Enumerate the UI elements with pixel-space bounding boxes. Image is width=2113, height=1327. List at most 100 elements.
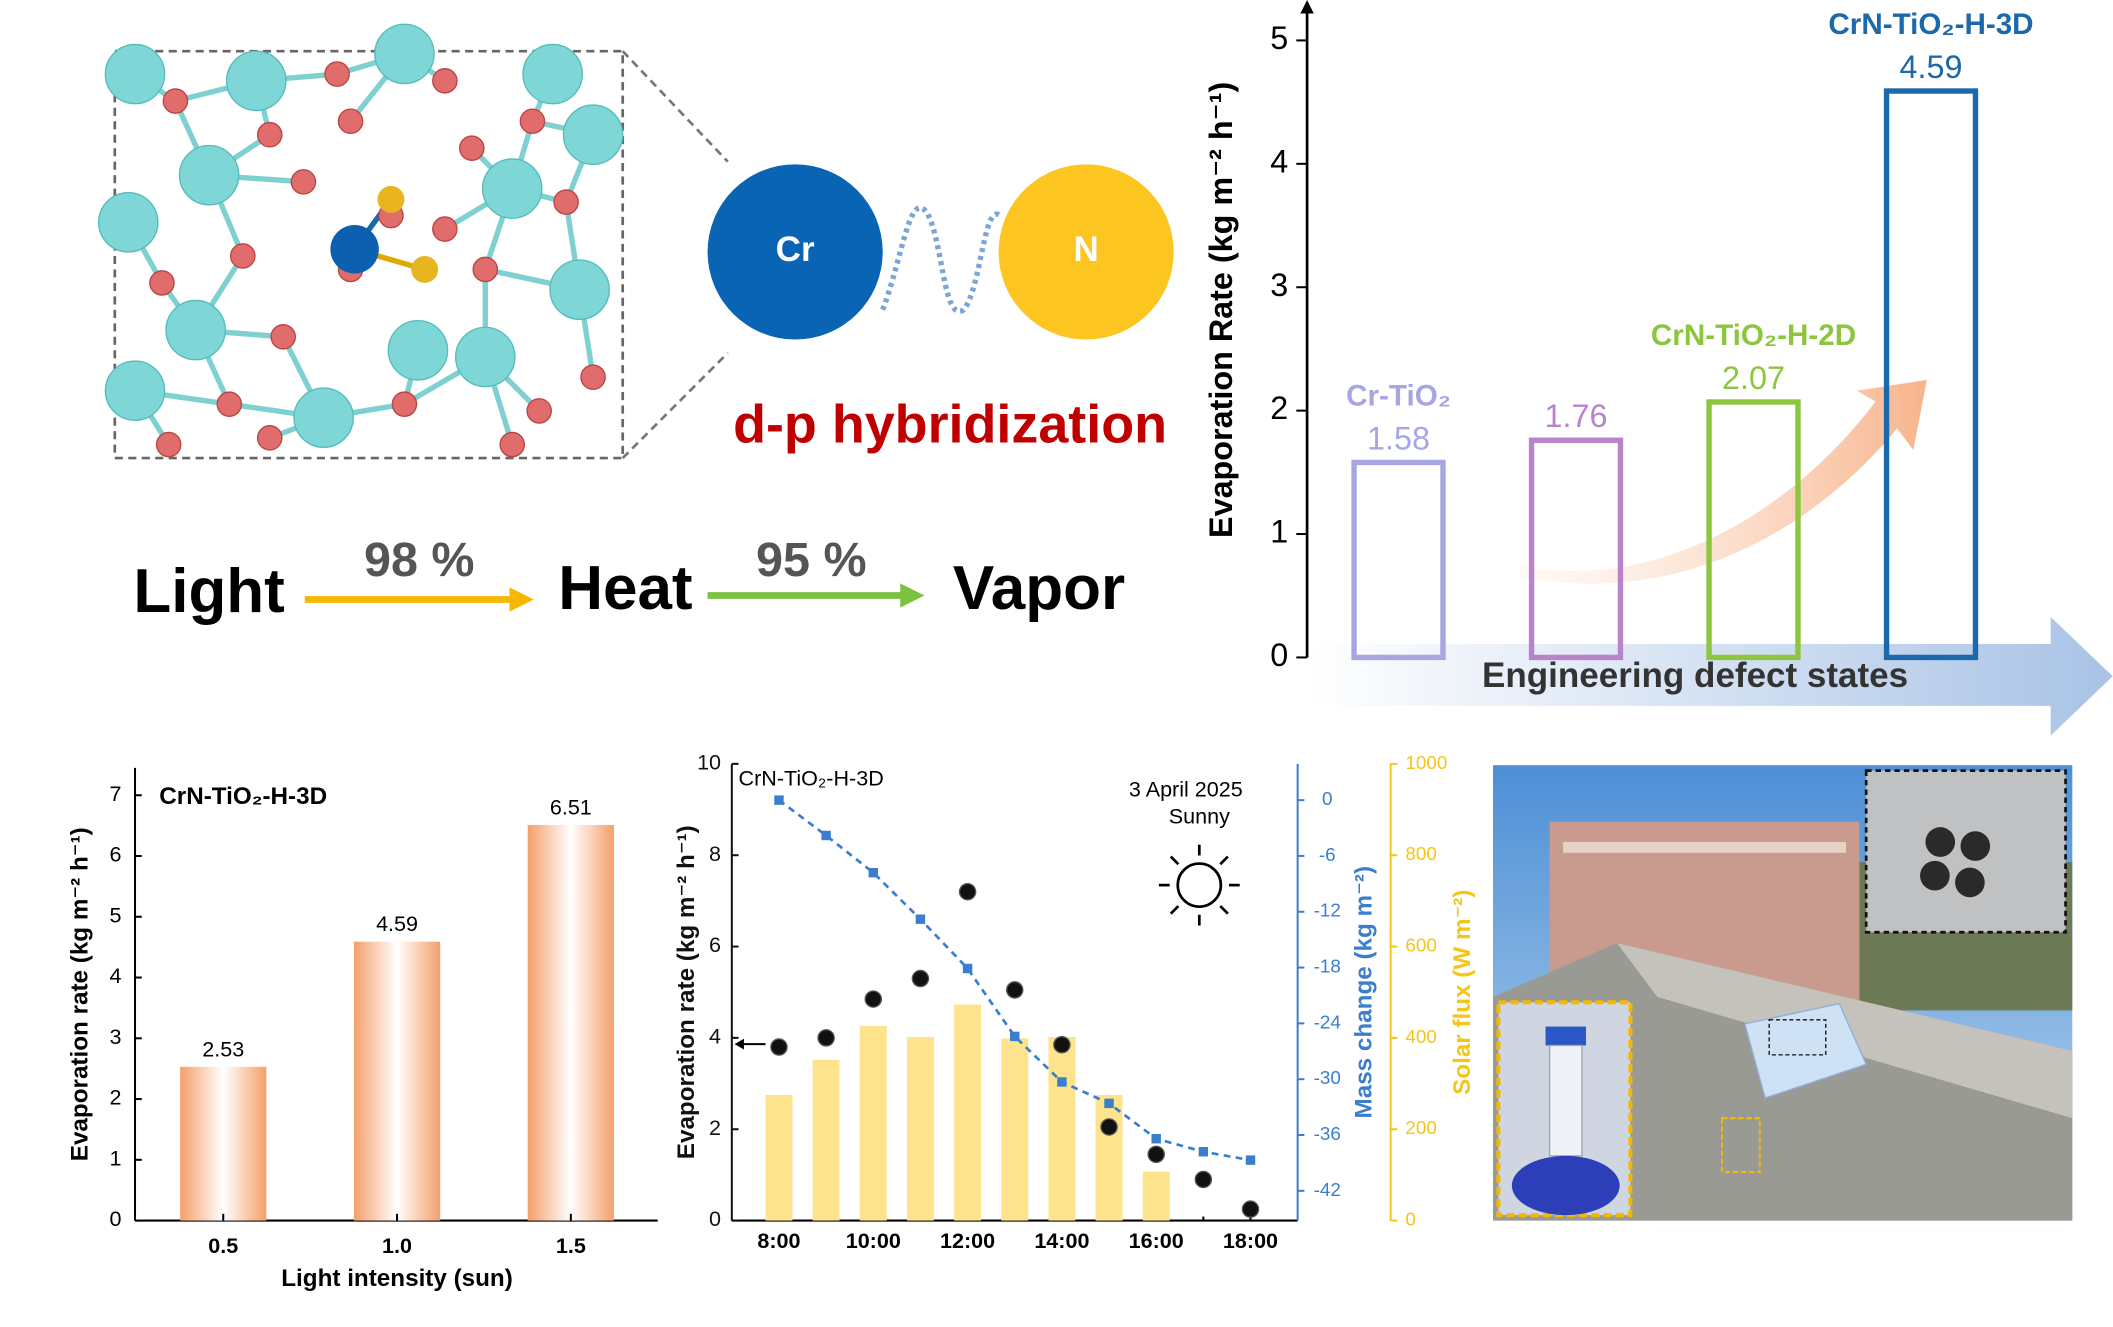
bar <box>527 825 614 1221</box>
ti-atom <box>104 360 166 422</box>
x-tick-label: 8:00 <box>757 1228 800 1253</box>
bar <box>954 1004 982 1221</box>
y-tick-label: 0 <box>110 1206 122 1231</box>
x-tick-label: 12:00 <box>940 1228 995 1253</box>
zoom-line <box>621 352 729 460</box>
o-atom <box>432 68 458 94</box>
n-atom <box>377 185 405 213</box>
caption: d-p hybridization <box>733 395 1167 455</box>
sun-icon <box>1176 862 1223 909</box>
ti-atom <box>374 23 435 85</box>
flow-arrow-head <box>509 587 534 612</box>
line <box>778 799 1251 1162</box>
scatter-point <box>958 882 977 901</box>
bar <box>1095 1094 1123 1221</box>
orbital-wave <box>880 205 1002 315</box>
o-atom <box>432 216 458 242</box>
scatter-point <box>1194 1170 1213 1189</box>
y2-axis-label: Mass change (kg m⁻²) <box>1350 866 1377 1119</box>
x-tick-label: 16:00 <box>1129 1228 1184 1253</box>
scatter-point <box>1100 1118 1118 1136</box>
o-atom <box>580 364 606 391</box>
cr-atom <box>707 164 883 340</box>
y-tick-label: 3 <box>110 1024 122 1049</box>
y-tick-label: 4 <box>1270 143 1288 179</box>
o-atom <box>459 135 485 161</box>
o-atom <box>519 108 546 135</box>
efficiency: 95 % <box>756 533 867 587</box>
scatter-point <box>1005 981 1024 999</box>
category-label: CrN-TiO₂-H-2D <box>1651 319 1856 352</box>
y-tick-label: 7 <box>110 781 122 806</box>
x-tick-label: 14:00 <box>1034 1228 1089 1253</box>
y2-tick-label: -42 <box>1314 1179 1341 1200</box>
atom-label: Cr <box>776 230 815 269</box>
o-atom <box>290 169 317 195</box>
x-tick-label: 18:00 <box>1223 1228 1278 1253</box>
photo-highlight <box>1768 1019 1827 1056</box>
x-tick-label: 1.0 <box>382 1233 412 1258</box>
y3-tick-label: 0 <box>1405 1209 1416 1230</box>
ti-atom <box>387 319 449 381</box>
line-marker <box>1104 1098 1114 1109</box>
value-label: 2.53 <box>202 1036 244 1061</box>
line-marker <box>1245 1155 1256 1165</box>
value-label: 6.51 <box>550 795 592 820</box>
y2-tick-label: 0 <box>1322 788 1333 809</box>
line-marker <box>1010 1031 1020 1042</box>
flow-step: Heat <box>558 554 692 623</box>
x-tick-label: 1.5 <box>556 1233 586 1258</box>
ti-atom <box>481 158 543 219</box>
photo <box>1492 765 2073 1221</box>
bar <box>1048 1036 1076 1221</box>
o-atom <box>155 431 182 458</box>
bar <box>1351 459 1446 661</box>
scatter-point <box>770 1038 788 1056</box>
o-atom <box>337 108 364 135</box>
axis-pointer-head <box>734 1038 744 1050</box>
y-axis-label: Evaporation Rate (kg m⁻² h⁻¹) <box>1203 82 1239 538</box>
scatter-point <box>864 990 883 1008</box>
y-tick-label: 5 <box>110 902 122 927</box>
y-tick-label: 8 <box>709 841 721 866</box>
cr-atom <box>330 224 379 274</box>
flow-arrow-head <box>900 583 925 608</box>
scatter-point <box>1241 1200 1260 1218</box>
o-atom <box>526 398 552 424</box>
bar <box>180 1066 267 1221</box>
n-atom <box>998 164 1174 340</box>
y2-tick-label: -6 <box>1319 844 1336 865</box>
o-atom <box>162 88 189 114</box>
ti-atom <box>454 326 516 388</box>
bar <box>812 1059 840 1221</box>
value-label: 4.59 <box>376 911 418 936</box>
zoom-line <box>621 50 729 163</box>
o-atom <box>472 256 499 283</box>
bar <box>1706 399 1801 661</box>
ti-atom <box>97 191 159 253</box>
photo-device <box>1744 1002 1868 1099</box>
bar <box>1883 88 1979 661</box>
o-atom <box>391 391 418 417</box>
sun-ray <box>1169 855 1180 866</box>
photo-highlight <box>1721 1117 1761 1174</box>
annotation: 3 April 2025 <box>1129 776 1243 801</box>
photo-building-trim <box>1563 842 1846 853</box>
y3-tick-label: 1000 <box>1405 752 1447 773</box>
bar <box>353 941 441 1221</box>
x-axis-label: Engineering defect states <box>1482 656 1908 695</box>
bar <box>1142 1171 1170 1221</box>
bar <box>859 1026 887 1221</box>
y-tick-label: 4 <box>110 963 122 988</box>
ti-atom <box>225 50 287 112</box>
o-atom <box>256 425 283 451</box>
category-label: Cr-TiO₂ <box>1346 380 1451 413</box>
line-marker <box>1198 1147 1209 1157</box>
y-tick-label: 5 <box>1270 20 1288 56</box>
y2-tick-label: -36 <box>1314 1123 1341 1144</box>
y-axis-arrow <box>1300 0 1314 14</box>
y-tick-label: 10 <box>697 750 721 775</box>
y-tick-label: 3 <box>1270 267 1288 303</box>
